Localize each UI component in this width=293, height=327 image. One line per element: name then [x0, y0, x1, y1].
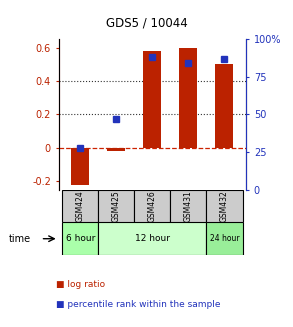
- Bar: [207, 190, 243, 222]
- Bar: [98, 190, 134, 222]
- Text: ■ percentile rank within the sample: ■ percentile rank within the sample: [56, 300, 220, 309]
- Bar: [134, 190, 171, 222]
- Bar: [215, 64, 234, 148]
- Text: GSM426: GSM426: [148, 190, 157, 222]
- Text: GSM424: GSM424: [76, 190, 85, 222]
- Text: 24 hour: 24 hour: [210, 234, 239, 243]
- Text: time: time: [9, 234, 31, 244]
- Bar: [62, 190, 98, 222]
- Bar: [171, 190, 207, 222]
- Text: 12 hour: 12 hour: [135, 234, 170, 243]
- Text: GSM425: GSM425: [112, 190, 121, 222]
- Text: GSM432: GSM432: [220, 190, 229, 222]
- Text: 6 hour: 6 hour: [66, 234, 95, 243]
- Text: GSM431: GSM431: [184, 190, 193, 222]
- Bar: [62, 222, 98, 255]
- Bar: [71, 148, 89, 185]
- Bar: [107, 148, 125, 151]
- Bar: [98, 222, 207, 255]
- Bar: [143, 51, 161, 148]
- Text: GDS5 / 10044: GDS5 / 10044: [105, 16, 188, 29]
- Bar: [207, 222, 243, 255]
- Bar: [179, 48, 197, 148]
- Text: ■ log ratio: ■ log ratio: [56, 280, 105, 289]
